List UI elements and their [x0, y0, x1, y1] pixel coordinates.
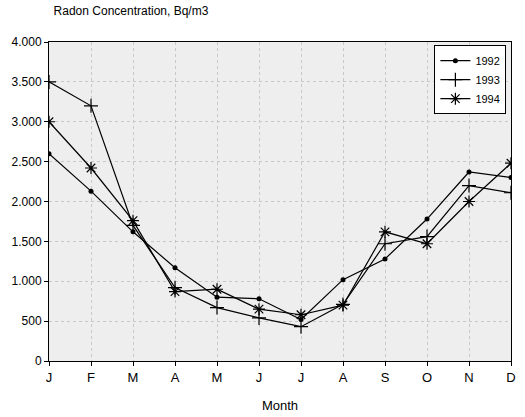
svg-text:S: S: [381, 370, 390, 385]
svg-text:O: O: [422, 370, 432, 385]
svg-text:J: J: [256, 370, 263, 385]
svg-text:3.000: 3.000: [12, 115, 42, 129]
svg-text:M: M: [212, 370, 223, 385]
svg-text:A: A: [171, 370, 180, 385]
svg-text:1993: 1993: [475, 74, 499, 86]
svg-text:N: N: [464, 370, 473, 385]
svg-text:3.500: 3.500: [12, 75, 42, 89]
svg-text:0: 0: [35, 354, 42, 368]
svg-text:1.000: 1.000: [12, 274, 42, 288]
svg-text:4.000: 4.000: [12, 35, 42, 49]
svg-text:Month: Month: [262, 398, 298, 413]
svg-text:J: J: [298, 370, 305, 385]
svg-text:F: F: [87, 370, 95, 385]
svg-text:2.000: 2.000: [12, 195, 42, 209]
svg-text:Radon Concentration, Bq/m3: Radon Concentration, Bq/m3: [54, 4, 209, 18]
svg-text:500: 500: [22, 314, 42, 328]
svg-text:A: A: [339, 370, 348, 385]
svg-text:1994: 1994: [475, 93, 499, 105]
svg-text:2.500: 2.500: [12, 155, 42, 169]
svg-text:1992: 1992: [475, 55, 499, 67]
svg-text:J: J: [46, 370, 53, 385]
svg-text:D: D: [506, 370, 515, 385]
svg-text:1.500: 1.500: [12, 235, 42, 249]
svg-text:M: M: [128, 370, 139, 385]
